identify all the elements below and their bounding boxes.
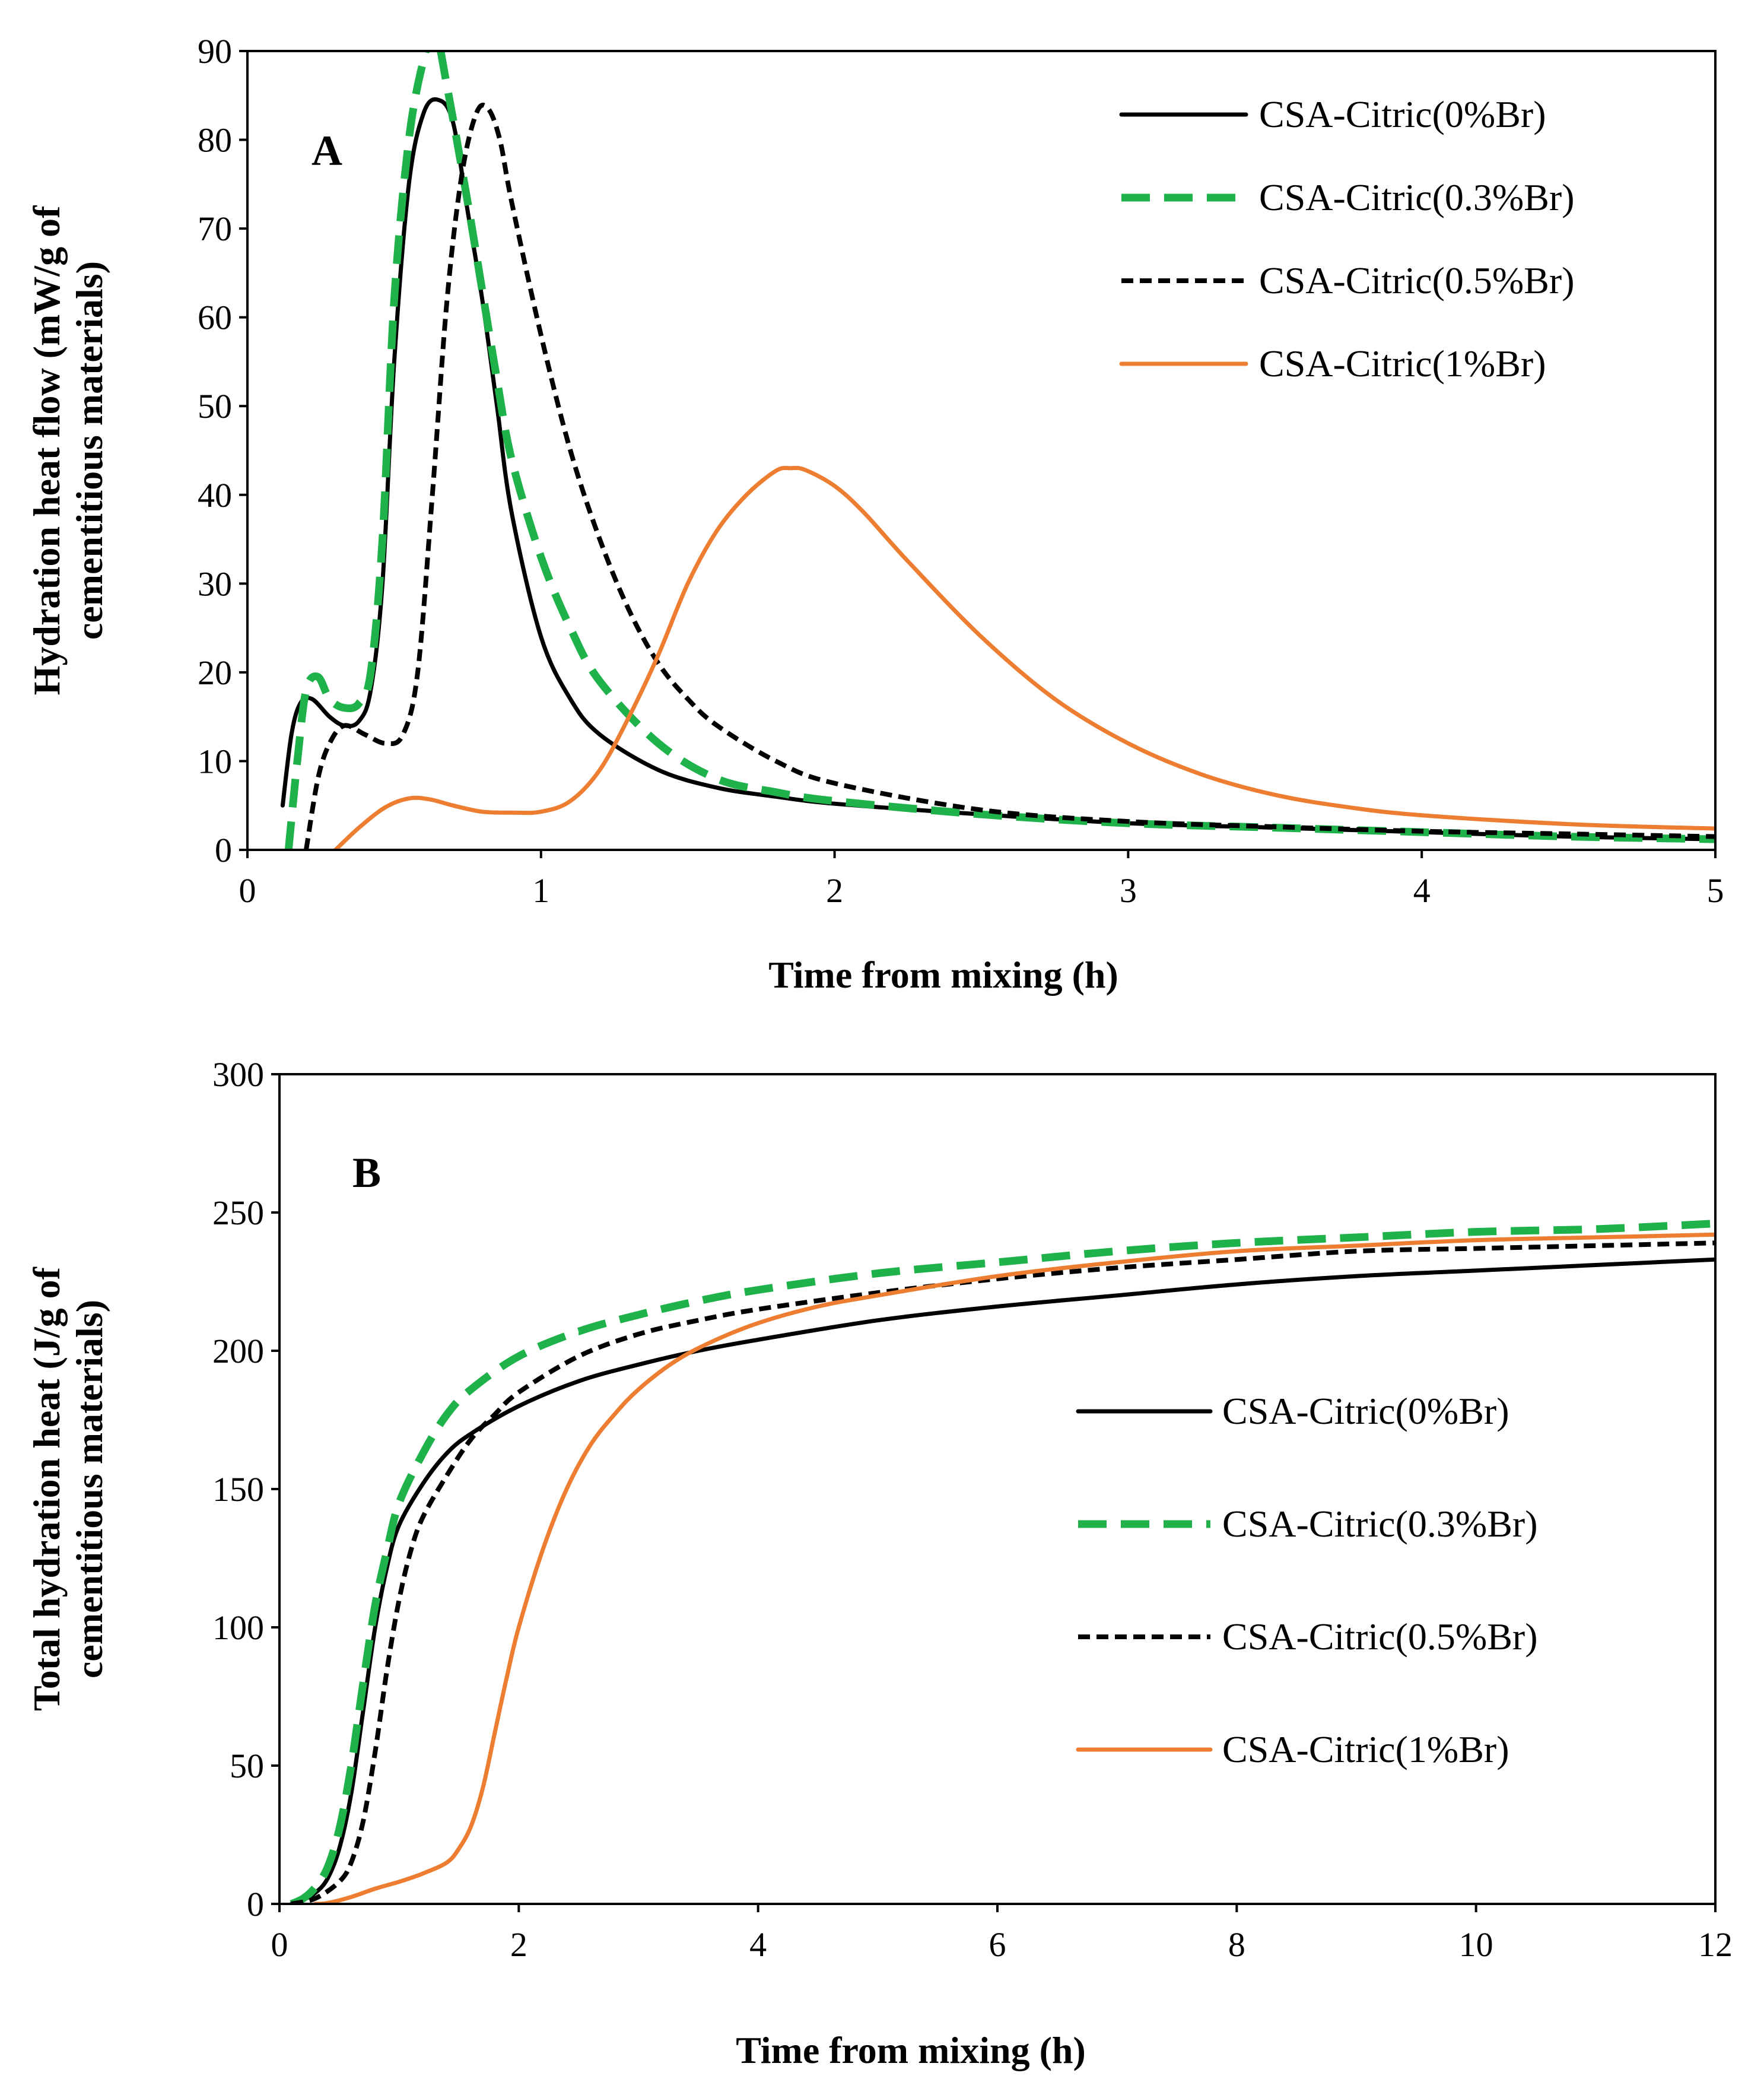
panel-b-legend-label-csa-citric-0-5-br: CSA-Citric(0.5%Br) [1222,1615,1538,1658]
panel-b-series-csa-citric-0-5-br [291,1240,1715,1904]
panel-b-y-tick-label: 100 [212,1608,264,1647]
panel-b-legend-label-csa-citric-0-3-br: CSA-Citric(0.3%Br) [1222,1503,1538,1545]
panel-b-legend: CSA-Citric(0%Br) CSA-Citric(0.3%Br) CSA-Ci… [1076,1390,1538,1770]
panel-a-series-csa-citric-1-br [333,465,1715,850]
panel-b-x-tick-label: 0 [271,1925,288,1964]
panel-b-plot-frame [278,1073,1717,1905]
panel-a-y-tick-label: 50 [198,387,232,426]
panel-b-x-tick-label: 6 [989,1925,1006,1964]
panel-b-y-tick-label: 0 [247,1885,264,1923]
panel-a-x-tick-label: 3 [1120,871,1137,910]
panel-a-x-tick-label: 2 [826,871,843,910]
panel-a-y-tick-label: 70 [198,210,232,248]
panel-a-legend-label-csa-citric-1-br: CSA-Citric(1%Br) [1259,342,1546,385]
panel-a-y-tick-label: 90 [198,32,232,71]
panel-a-x-tick-label: 1 [532,871,549,910]
panel-b-series-csa-citric-0-3-br [290,1220,1715,1904]
panel-a-legend-label-csa-citric-0-3-br: CSA-Citric(0.3%Br) [1259,176,1575,218]
panel-b-legend-label-csa-citric-0-br: CSA-Citric(0%Br) [1222,1390,1509,1432]
panel-a-y-tick-label: 20 [198,653,232,692]
panel-a-legend: CSA-Citric(0%Br) CSA-Citric(0.3%Br) CSA-Ci… [1119,93,1575,385]
panel-a-legend-label-csa-citric-0-5-br: CSA-Citric(0.5%Br) [1259,259,1575,301]
panel-a-y-tick-label: 80 [198,121,232,160]
panel-a-x-tick-label: 5 [1707,871,1724,910]
panel-b-y-tick-label: 300 [212,1055,264,1094]
panel-a-x-axis-title: Time from mixing (h) [768,954,1118,996]
panel-b-series-csa-citric-0-br [289,1257,1715,1904]
panel-b-series-csa-citric-1-br [313,1232,1715,1904]
panel-a-plot-frame [246,50,1717,851]
panel-b-x-tick-label: 12 [1698,1925,1733,1964]
panel-b-x-tick-label: 8 [1228,1925,1245,1964]
panel-a-y-tick-label: 60 [198,299,232,337]
panel-b-y-tick-label: 200 [212,1332,264,1370]
panel-b-x-tick-label: 2 [510,1925,527,1964]
panel-b-y-axis-title-line1: Total hydration heat (J/g of [26,1266,68,1711]
panel-b-y-tick-label: 150 [212,1470,264,1509]
panel-b-chart: 0 50 100 150 200 250 300 0 2 4 6 8 10 12 B Time from … [26,1055,1733,2071]
panel-a-series-csa-citric-0-5-br [304,103,1715,850]
panel-a-chart: 0 10 20 30 40 50 60 70 80 90 0 1 2 3 4 5 A Time from mi… [26,32,1724,996]
panel-a-y-tick-label: 30 [198,564,232,603]
panel-a-y-tick-label: 10 [198,742,232,780]
panel-a-y-axis-title-line1: Hydration heat flow (mW/g of [26,205,68,696]
panel-a-legend-label-csa-citric-0-br: CSA-Citric(0%Br) [1259,93,1546,135]
panel-b-y-tick-label: 50 [230,1747,264,1785]
panel-b-y-tick-label: 250 [212,1193,264,1232]
panel-b-letter: B [352,1149,381,1196]
panel-b-x-axis-title: Time from mixing (h) [736,2029,1086,2071]
panel-a-x-tick-label: 0 [239,871,256,910]
panel-b-y-axis-title-line2: cementitious materials) [68,1300,110,1678]
panel-a-y-tick-label: 40 [198,476,232,515]
panel-b-x-tick-label: 10 [1459,1925,1493,1964]
panel-a-letter: A [312,127,342,174]
panel-b-legend-label-csa-citric-1-br: CSA-Citric(1%Br) [1222,1728,1509,1770]
panel-a-y-axis-title-line2: cementitious materials) [68,261,110,640]
panel-b-x-tick-label: 4 [749,1925,767,1964]
panel-a-y-tick-label: 0 [215,831,232,869]
panel-a-x-tick-label: 4 [1413,871,1431,910]
